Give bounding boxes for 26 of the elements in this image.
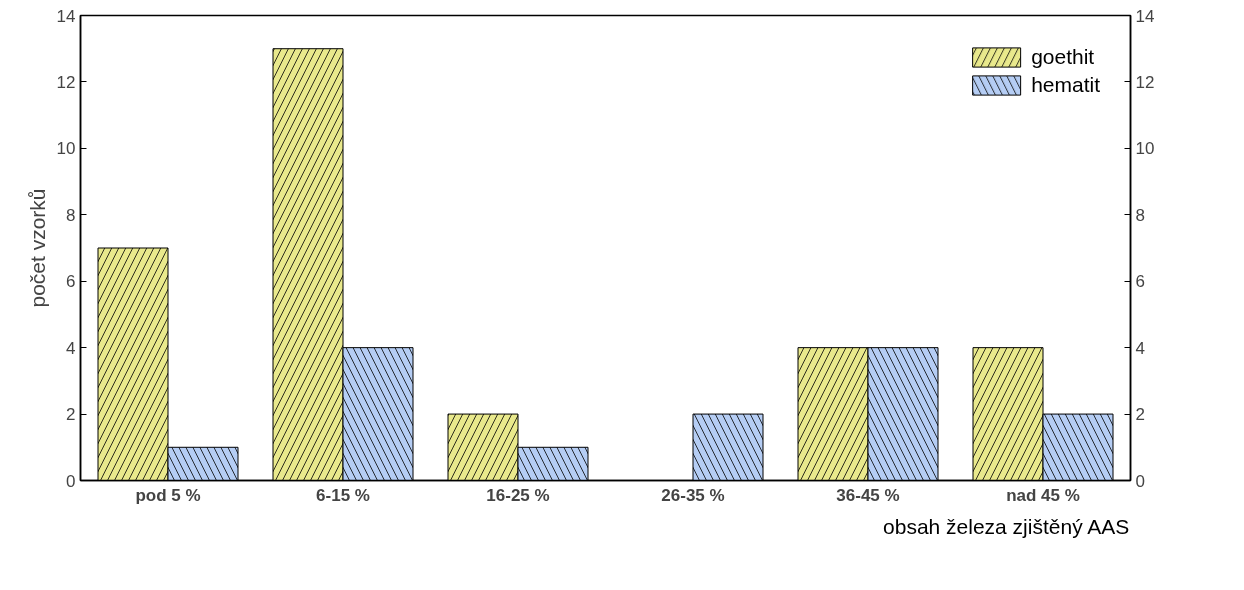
x-tick-label: 16-25 %	[486, 485, 550, 505]
y2-tick-label: 14	[1135, 6, 1155, 26]
x-tick-label: 36-45 %	[836, 485, 900, 505]
y2-tick-label: 10	[1135, 139, 1155, 159]
y2-tick-label: 8	[1135, 205, 1145, 225]
y-tick-label: 6	[66, 272, 76, 292]
y-axis-title: počet vzorků	[25, 188, 49, 308]
y-tick-label: 10	[56, 139, 76, 159]
y-tick-label: 12	[56, 72, 76, 92]
legend-label: hematit	[1031, 73, 1100, 97]
y2-tick-label: 4	[1135, 338, 1145, 358]
y-tick-label: 4	[66, 338, 76, 358]
y-tick-label: 2	[66, 405, 76, 425]
y2-tick-label: 2	[1135, 405, 1145, 425]
y2-tick-label: 6	[1135, 272, 1145, 292]
y-tick-label: 0	[66, 471, 76, 491]
x-tick-label: nad 45 %	[1006, 485, 1080, 505]
y2-tick-label: 12	[1135, 72, 1155, 92]
x-tick-label: pod 5 %	[135, 485, 201, 505]
y2-tick-label: 0	[1135, 471, 1145, 491]
y-tick-label: 14	[56, 6, 76, 26]
x-tick-label: 26-35 %	[661, 485, 725, 505]
x-axis-title: obsah železa zjištěný AAS	[883, 514, 1130, 538]
legend-label: goethit	[1031, 45, 1095, 69]
y-tick-label: 8	[66, 205, 76, 225]
x-tick-label: 6-15 %	[316, 485, 370, 505]
